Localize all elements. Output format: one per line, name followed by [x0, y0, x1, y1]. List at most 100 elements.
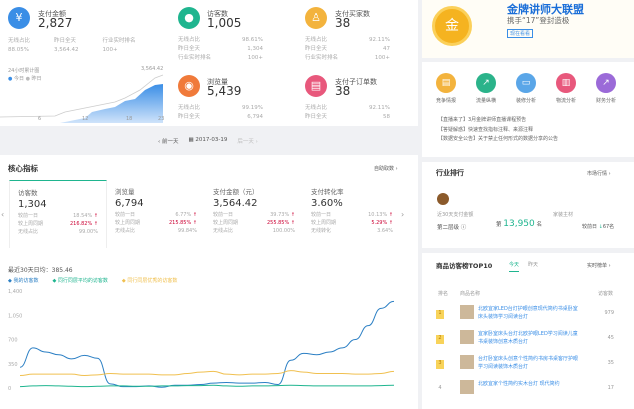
stat-value: 1,304	[247, 46, 263, 52]
up-arrow-icon: ↑	[388, 220, 393, 226]
notice-link[interactable]: 【直播来了】3月金牌讲师直播课程预告	[438, 117, 527, 123]
metric-tab[interactable]: 支付金额（元） 3,564.42 较前一日 39.73% ↑ 较上周同期 255.85% …	[205, 180, 303, 248]
metric-tab[interactable]: 访客数 1,304 较前一日 18.54% ↑ 较上周同期 216.82% ↑ 无线占比 99…	[9, 180, 107, 248]
product-link[interactable]: 北欧宜家个性简约实木台灯 现代简约	[478, 381, 560, 387]
metric-tab[interactable]: 浏览量 6,794 较前一日 6.77% ↑ 较上周同期 215.85% ↑ 无线占比 99.…	[107, 180, 205, 248]
stat-key: 昨日全天	[305, 46, 328, 52]
metric-row-value: 3.64%	[377, 227, 393, 235]
legend-item[interactable]: ◆ 同行同层平均的访客数	[52, 278, 108, 284]
eye-icon: ◉	[178, 75, 200, 97]
ranking-level: 第二层级 ⓘ	[437, 223, 466, 231]
chart-legend: ◆ 我的访客数 ◆ 同行同层平均的访客数 ◆ 同行同层优秀的访客数	[8, 277, 177, 284]
tool-button[interactable]: ▤ 竞争情报	[428, 73, 464, 104]
top10-row[interactable]: 3 台灯卧室床头创意个性简约书房书桌客厅护眼学习阅读装饰木质台灯 35	[430, 355, 626, 379]
visitors-value: 1,005	[207, 16, 242, 30]
top10-row[interactable]: 4 北欧宜家个性简约实木台灯 现代简约 17	[430, 380, 626, 404]
market-link-label: 市场行情	[587, 171, 608, 177]
tabs-prev-arrow[interactable]: ‹	[1, 210, 5, 219]
realtime-rank-link[interactable]: 实时榜单 ›	[587, 263, 611, 269]
y-tick-label: 700	[8, 338, 18, 344]
stat-key: 行业实时排名	[178, 55, 212, 61]
market-link[interactable]: 市场行情 ›	[587, 171, 611, 177]
tool-button[interactable]: ↗ 财务分析	[588, 73, 624, 104]
legend-item[interactable]: ◆ 我的访客数	[8, 278, 39, 284]
pay-amount-value: 2,827	[38, 16, 73, 30]
col-name: 商品名称	[460, 291, 481, 297]
buyers-value: 38	[335, 16, 351, 30]
product-link[interactable]: 北欧宜家LED台灯护眼创意现代简约书桌卧室床头装饰学习阅读台灯	[478, 306, 578, 320]
user-icon: ♙	[305, 7, 327, 29]
date-value: 2017-03-19	[195, 137, 228, 143]
pageviews-label: 浏览量	[207, 78, 228, 86]
metric-row-label: 较上周同期	[213, 220, 239, 226]
self-service-link[interactable]: 自助取数 ›	[374, 166, 398, 172]
level-label: 第二层级	[437, 225, 460, 231]
date-picker[interactable]: ▦ 2017-03-19	[188, 137, 227, 145]
metric-tab[interactable]: 支付转化率 3.60% 较前一日 10.13% ↑ 较上周同期 5.29% ↑ 无线转化 3.…	[303, 180, 401, 248]
banner-title: 金牌讲师大联盟	[507, 3, 584, 16]
series-line	[19, 300, 395, 388]
tool-button[interactable]: ▥ 物流分析	[548, 73, 584, 104]
footprint-icon: ●	[178, 7, 200, 29]
tool-label: 流量纵横	[475, 98, 496, 104]
prev-day-button[interactable]: ‹ 前一天	[158, 139, 179, 145]
pageviews-value: 5,439	[207, 84, 242, 98]
up-arrow-icon: ↑	[93, 213, 98, 219]
banner-button[interactable]: 现在看看	[507, 29, 534, 38]
stat-value: 88.05%	[8, 47, 29, 53]
tool-button[interactable]: ↗ 流量纵横	[468, 73, 504, 104]
metric-row-label: 较前一日	[115, 212, 136, 218]
stat-key: 昨日全天	[178, 46, 201, 52]
suborders-label: 支付子订单数	[335, 78, 377, 86]
core-metrics-card	[0, 155, 418, 409]
legend-item[interactable]: ◆ 同行同层优秀的访客数	[121, 278, 178, 284]
product-link[interactable]: 台灯卧室床头创意个性简约书房书桌客厅护眼学习阅读装饰木质台灯	[478, 356, 578, 370]
y-tick-label: 1,050	[8, 313, 22, 319]
tool-label: 物流分析	[555, 98, 576, 104]
stat-value: 100+	[102, 47, 118, 53]
tool-icon: ▭	[516, 73, 536, 93]
clipboard-icon: ▤	[305, 75, 327, 97]
metric-row: 较前一日 39.73% ↑	[213, 211, 295, 219]
metric-value: 3.60%	[311, 198, 343, 209]
stat-key: 行业实时排名	[305, 55, 339, 61]
realtime-rank-label: 实时榜单	[587, 263, 608, 269]
metric-row-value: 18.54% ↑	[73, 212, 98, 220]
visitor-count: 35	[607, 360, 614, 366]
legend-label: 我的访客数	[13, 278, 39, 284]
down-arrow-icon: ↓	[598, 224, 603, 230]
stat-key: 无线占比	[178, 105, 201, 111]
legend-label: 同行同层优秀的访客数	[127, 278, 178, 284]
tool-button[interactable]: ▭ 装修分析	[508, 73, 544, 104]
product-link[interactable]: 宜家卧室床头台灯北欧护眼LED学习阅读儿童书桌装饰创意木质台灯	[478, 331, 578, 345]
help-icon[interactable]: ⓘ	[460, 225, 467, 231]
tab-today[interactable]: 今天	[509, 261, 520, 272]
metric-row-label: 较上周同期	[115, 220, 141, 226]
metric-row-label: 较前一日	[311, 212, 332, 218]
metric-row: 较前一日 6.77% ↑	[115, 211, 197, 219]
tool-icon: ▥	[556, 73, 576, 93]
metric-value: 3,564.42	[213, 198, 258, 209]
up-arrow-icon: ↑	[93, 221, 98, 227]
pct: 5.29%	[371, 220, 388, 226]
up-arrow-icon: ↑	[192, 220, 197, 226]
metric-row-label: 无线占比	[115, 228, 136, 234]
tool-label: 装修分析	[515, 98, 536, 104]
top10-row[interactable]: 1 北欧宜家LED台灯护眼创意现代简约书桌卧室床头装饰学习阅读台灯 979	[430, 305, 626, 329]
mini-x-tick: 18	[126, 116, 133, 122]
metric-row: 无线占比 99.84%	[115, 227, 197, 235]
pct: 215.85%	[168, 220, 192, 226]
notice-link[interactable]: 【数据安全公告】关于禁止任何形式的数据分享的公告	[438, 136, 559, 142]
top10-row[interactable]: 2 宜家卧室床头台灯北欧护眼LED学习阅读儿童书桌装饰创意木质台灯 45	[430, 330, 626, 354]
next-day-button[interactable]: 后一天 ›	[237, 139, 258, 145]
stat-value: 3,564.42	[54, 47, 79, 53]
tab-yesterday[interactable]: 昨天	[528, 262, 539, 268]
up-arrow-icon: ↑	[290, 220, 295, 226]
medal-icon: 金	[432, 6, 472, 46]
notice-link[interactable]: 【答疑解惑】快速查找指标注释、来源注释	[438, 126, 534, 133]
stat-value: 92.11%	[369, 105, 390, 111]
pct: 3.64%	[377, 228, 393, 234]
tabs-next-arrow[interactable]: ›	[401, 210, 405, 219]
pct: 10.13%	[368, 212, 388, 218]
ranking-title: 行业排行	[436, 169, 464, 177]
